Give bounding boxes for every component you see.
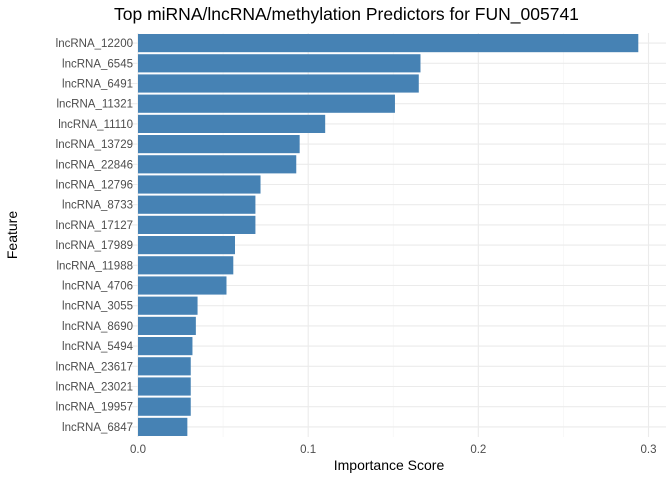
bar — [138, 337, 193, 356]
bar — [138, 215, 256, 234]
x-tick-labels: 0.0 0.1 0.2 0.3 — [130, 444, 657, 456]
y-tick-label: lncRNA_22846 — [56, 159, 133, 171]
y-tick-label: lncRNA_11988 — [56, 260, 133, 272]
chart-title: Top miRNA/lncRNA/methylation Predictors … — [114, 4, 579, 25]
y-tick-label: lncRNA_17989 — [56, 240, 133, 252]
y-tick-label: lncRNA_19957 — [56, 402, 133, 414]
y-tick-label: lncRNA_8733 — [62, 200, 133, 212]
x-tick-label: 0.3 — [641, 444, 657, 456]
y-tick-label: lncRNA_11110 — [58, 119, 133, 131]
bar — [138, 175, 261, 194]
x-tick-label: 0.0 — [130, 444, 146, 456]
bar — [138, 256, 234, 275]
bar — [138, 155, 297, 174]
y-tick-label: lncRNA_8690 — [62, 321, 133, 333]
bars — [138, 34, 639, 436]
y-tick-label: lncRNA_12200 — [56, 38, 133, 50]
bar — [138, 417, 188, 436]
y-tick-label: lncRNA_23021 — [56, 382, 133, 394]
bar — [138, 195, 256, 214]
y-tick-label: lncRNA_3055 — [62, 301, 133, 313]
y-tick-label: lncRNA_6847 — [62, 422, 133, 434]
bar — [138, 316, 196, 335]
x-tick-label: 0.1 — [300, 444, 316, 456]
bar — [138, 94, 395, 113]
y-axis-title: Feature — [4, 211, 20, 259]
y-tick-label: lncRNA_11321 — [56, 99, 133, 111]
y-tick-label: lncRNA_6545 — [62, 58, 133, 70]
x-tick-label: 0.2 — [470, 444, 486, 456]
y-tick-labels: lncRNA_12200 lncRNA_6545 lncRNA_6491 lncRNA… — [56, 38, 134, 434]
bar — [138, 236, 235, 255]
bar — [138, 135, 300, 154]
bar — [138, 377, 191, 396]
y-tick-label: lncRNA_5494 — [62, 341, 134, 353]
bar — [138, 74, 419, 93]
bar — [138, 54, 421, 73]
y-tick-label: lncRNA_4706 — [62, 281, 133, 293]
y-tick-label: lncRNA_12796 — [56, 180, 133, 192]
bar — [138, 114, 326, 133]
bar — [138, 276, 227, 295]
y-tick-label: lncRNA_17127 — [56, 220, 133, 232]
bar — [138, 296, 198, 315]
y-tick-label: lncRNA_23617 — [56, 361, 133, 373]
bar — [138, 34, 639, 53]
y-tick-label: lncRNA_13729 — [56, 139, 133, 151]
gridlines — [128, 33, 666, 437]
bar — [138, 397, 191, 416]
x-axis-title: Importance Score — [334, 457, 445, 473]
y-tick-label: lncRNA_6491 — [62, 79, 133, 91]
bar — [138, 357, 191, 376]
